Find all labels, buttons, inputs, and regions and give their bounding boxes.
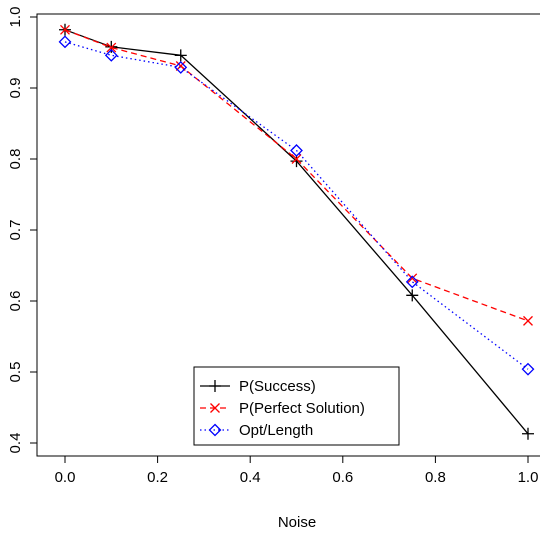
x-tick-label: 0.0: [55, 469, 76, 486]
series-line: [64, 41, 529, 370]
x-tick-label: 0.8: [425, 469, 446, 486]
y-tick-label: 0.8: [7, 149, 24, 170]
legend-label: Opt/Length: [239, 422, 313, 439]
legend-box: [193, 366, 400, 446]
legend-marker: [209, 380, 221, 392]
y-tick-label: 1.0: [7, 7, 24, 28]
x-tick-label: 0.4: [240, 469, 261, 486]
data-point: [290, 144, 303, 157]
x-tick-label: 0.6: [332, 469, 353, 486]
y-tick-label: 0.7: [7, 220, 24, 241]
data-point: [407, 273, 418, 284]
legend-label: P(Perfect Solution): [239, 400, 365, 417]
series-line: [64, 29, 529, 322]
x-tick-label: 1.0: [518, 469, 539, 486]
y-axis: 0.4 0.5 0.6 0.7 0.8 0.9 1.0: [7, 7, 37, 454]
data-point: [291, 154, 302, 164]
y-tick-label: 0.5: [7, 362, 24, 383]
legend-marker: [210, 403, 220, 413]
data-point: [522, 427, 534, 440]
data-point: [523, 315, 533, 326]
data-point: [60, 24, 70, 35]
y-tick-label: 0.9: [7, 78, 24, 99]
y-tick-label: 0.6: [7, 291, 24, 312]
legend-label: P(Success): [239, 378, 316, 395]
data-point: [104, 48, 118, 62]
plot-frame: [36, 13, 540, 457]
series-layer: [58, 23, 535, 440]
data-point: [174, 60, 188, 74]
y-tick-label: 0.4: [7, 433, 24, 454]
data-point: [406, 289, 419, 302]
x-axis: 0.0 0.2 0.4 0.6 0.8 1.0: [55, 456, 539, 486]
data-point: [290, 155, 303, 168]
x-axis-title: Noise: [278, 514, 316, 531]
data-point: [58, 35, 72, 49]
data-point: [174, 49, 187, 62]
data-point: [106, 42, 117, 53]
x-tick-label: 0.2: [147, 469, 168, 486]
legend-marker: [208, 423, 222, 437]
data-point: [405, 275, 419, 289]
data-point: [521, 362, 535, 376]
legend: P(Success) P(Perfect Solution) Opt/Length: [193, 366, 400, 446]
